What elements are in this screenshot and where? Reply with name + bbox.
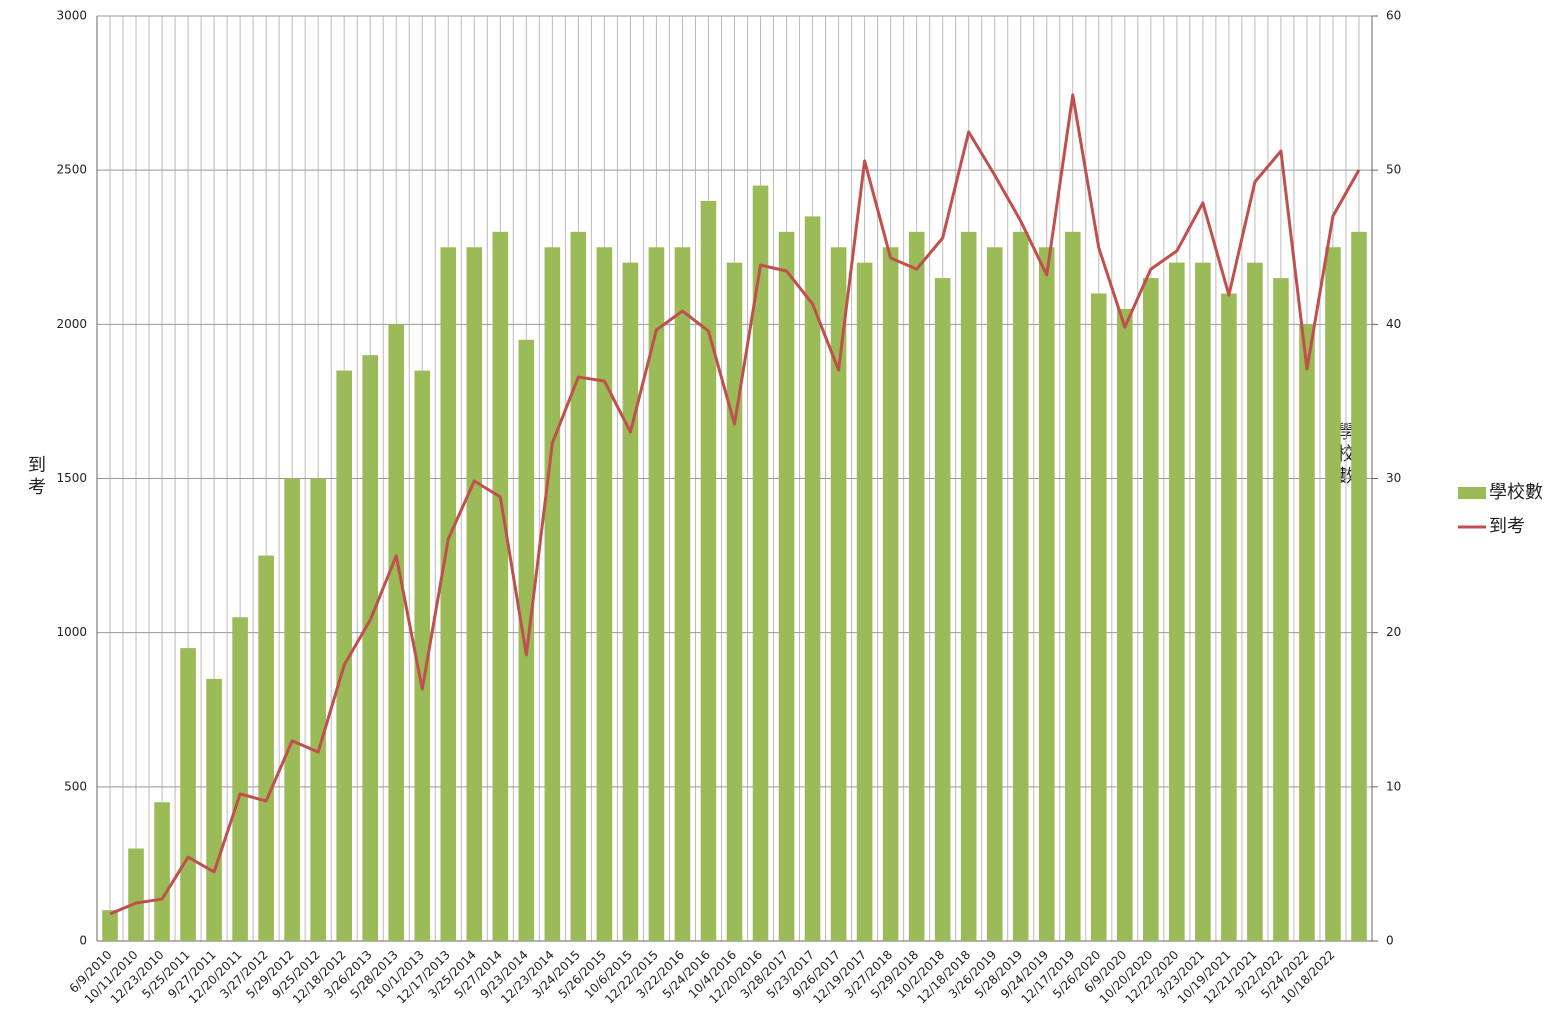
y-tick-label: 1000 [56, 625, 87, 639]
bar [882, 247, 899, 941]
y2-tick-label: 50 [1386, 163, 1401, 177]
bar [778, 231, 795, 942]
bar [1247, 262, 1263, 942]
y-tick-label: 500 [64, 779, 87, 793]
y-tick-label: 2000 [56, 317, 87, 331]
bar [544, 247, 561, 941]
bar [336, 370, 352, 941]
legend-label: 學校數 [1489, 482, 1543, 503]
y2-tick-label: 0 [1386, 934, 1394, 948]
bar [1012, 231, 1029, 942]
bar [1169, 262, 1185, 942]
bar [856, 262, 873, 942]
bar [102, 910, 118, 941]
bar [518, 339, 535, 941]
bar [934, 278, 951, 941]
bar [284, 478, 300, 941]
bar [232, 617, 248, 941]
bar [492, 231, 509, 942]
y-tick-label: 0 [79, 934, 87, 948]
bar [674, 247, 691, 941]
bar [570, 231, 587, 942]
legend-swatch [1458, 487, 1486, 499]
line [109, 93, 1361, 916]
bar [830, 247, 847, 941]
bar [440, 247, 457, 941]
bar [154, 802, 170, 941]
y2-tick-label: 40 [1386, 317, 1401, 331]
legend-label: 到考 [1489, 516, 1525, 537]
bar [310, 478, 326, 941]
y-tick-label: 2500 [56, 163, 87, 177]
y2-tick-label: 10 [1386, 779, 1401, 793]
bar [1325, 247, 1341, 941]
bar [388, 324, 405, 941]
bar [466, 247, 483, 941]
bar [596, 247, 613, 941]
bar [622, 262, 639, 942]
bar [362, 355, 379, 942]
bar [1221, 293, 1237, 941]
y-tick-label: 3000 [56, 9, 87, 23]
y-tick-label: 1500 [56, 471, 87, 485]
bar [1143, 278, 1159, 941]
bar [908, 231, 925, 942]
y2-tick-label: 20 [1386, 625, 1401, 639]
bar [726, 262, 743, 942]
bar [1117, 308, 1133, 942]
bar [1090, 293, 1107, 941]
bar [752, 185, 769, 942]
bar [128, 848, 144, 941]
bar [960, 231, 977, 942]
bar [1038, 247, 1055, 941]
bar [180, 648, 196, 941]
bar [1273, 278, 1289, 941]
bar [258, 555, 274, 941]
bar [1064, 231, 1081, 942]
y2-tick-label: 60 [1386, 9, 1401, 23]
bar [414, 370, 431, 941]
bar [1351, 231, 1367, 942]
bar [206, 678, 222, 941]
y2-tick-label: 30 [1386, 471, 1401, 485]
bar [648, 247, 665, 941]
bar [804, 216, 821, 941]
bar [986, 247, 1003, 941]
bar [1195, 262, 1211, 942]
bar [700, 201, 717, 941]
y-axis-title: 到考 [25, 455, 46, 499]
bar [1299, 324, 1315, 941]
